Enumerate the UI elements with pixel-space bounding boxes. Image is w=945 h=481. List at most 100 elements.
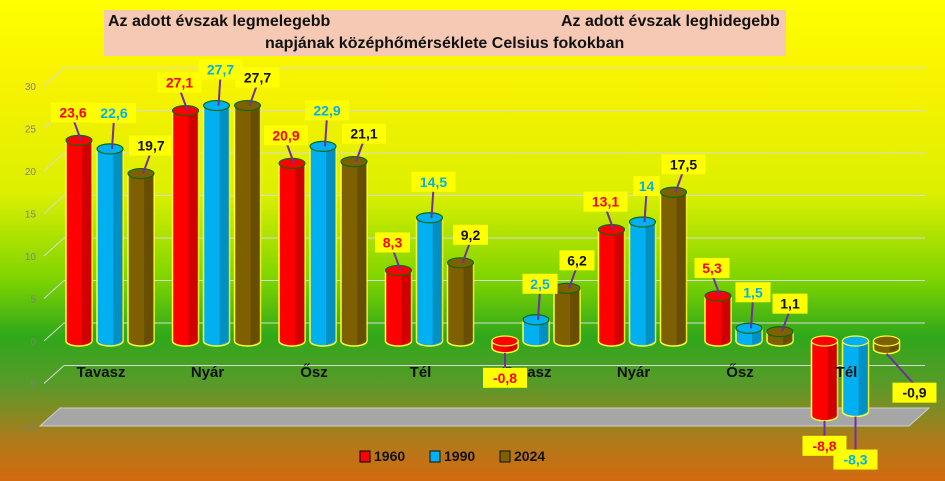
bar-1990-0-cap: [96, 143, 124, 155]
data-label-bg-1990-0: [92, 102, 136, 123]
data-label-bg-2024-2: [342, 123, 386, 144]
data-label-2024-5: 17,5: [670, 156, 697, 172]
bar-2024-1: [233, 104, 262, 347]
data-label-bg-1960-5: [583, 191, 628, 212]
bar-2024-2-cap: [340, 156, 368, 168]
bar-1990-5: [628, 221, 657, 347]
bar-1990-0: [96, 148, 124, 347]
bar-2024-0-cap: [127, 167, 155, 180]
data-label-1960-6: 5,3: [702, 260, 722, 276]
data-label-leader-1990-1: [217, 75, 222, 106]
bar-1960-5: [597, 228, 626, 347]
bar-2024-5-cap: [659, 186, 688, 198]
data-label-bg-1990-7: [833, 449, 878, 470]
data-label-bg-1990-6: [735, 282, 771, 303]
bar-1990-3-shade: [432, 217, 443, 345]
data-label-1990-4: 2,5: [530, 276, 550, 292]
data-label-bg-1960-2: [264, 125, 308, 146]
gridline-depth-6: [43, 322, 65, 342]
bar-2024-3: [446, 262, 475, 347]
bar-1960-4-cap: [491, 335, 519, 347]
data-label-1960-2: 20,9: [272, 127, 299, 143]
data-label-bg-1960-0: [51, 102, 95, 123]
y-tick-label: -10: [22, 422, 37, 433]
bar-1960-1-shade: [188, 110, 199, 346]
data-label-1990-5: 14: [639, 178, 655, 194]
data-label-1990-6: 1,5: [743, 284, 763, 300]
legend-swatch-1960: [359, 450, 371, 463]
legend-label-2024: 2024: [514, 448, 545, 464]
category-label: Nyár: [617, 364, 651, 381]
y-tick-label: 15: [25, 210, 37, 221]
bar-1990-0-shade: [113, 148, 123, 345]
bar-2024-4: [553, 287, 581, 347]
data-label-bg-1990-5: [633, 176, 660, 196]
category-label: Ősz: [726, 363, 754, 381]
bar-1990-3: [415, 217, 444, 347]
bar-1990-4-cap: [522, 314, 550, 326]
gridline-depth-5: [43, 280, 65, 299]
bar-1990-2-shade: [326, 146, 336, 345]
data-label-2024-4: 6,2: [567, 252, 587, 268]
data-label-1990-7: -8,3: [843, 452, 867, 468]
bar-1960-6: [704, 295, 732, 347]
data-label-leader-1990-2: [324, 116, 328, 147]
bar-1990-1-cap: [202, 99, 231, 112]
gridline-depth-7: [43, 365, 65, 384]
gridline-depth-0: [43, 67, 65, 87]
bar-1990-5-cap: [628, 216, 657, 228]
bar-2024-2-shade: [357, 161, 367, 345]
bar-1960-0-shade: [82, 140, 92, 345]
bar-1990-2: [309, 145, 337, 347]
bar-2024-0: [127, 172, 155, 347]
legend-swatch-1990: [429, 450, 441, 463]
bar-1960-5-shade: [614, 229, 625, 345]
data-label-1960-7: -8,8: [812, 438, 836, 454]
y-tick-label: -5: [27, 380, 36, 391]
data-label-bg-2024-5: [661, 154, 706, 175]
bar-1990-3-cap: [415, 212, 444, 224]
gridline-depth-4: [43, 237, 65, 257]
category-label: Tavasz: [77, 364, 126, 381]
category-label: Nyár: [191, 364, 225, 381]
y-tick-label: 10: [25, 252, 37, 263]
data-label-1960-5: 13,1: [592, 194, 619, 210]
bar-1990-2-cap: [309, 140, 337, 152]
bar-1960-7: [810, 340, 839, 422]
legend-swatch-2024: [499, 450, 511, 463]
title-bottom: napjának középhőmérséklete Celsius fokok…: [265, 35, 625, 52]
bar-2024-5-shade: [676, 192, 687, 345]
data-label-bg-1960-6: [694, 257, 730, 278]
data-label-bg-1990-3: [411, 171, 456, 192]
data-label-bg-2024-0: [129, 135, 173, 156]
data-label-bg-1960-4: [483, 367, 527, 388]
bar-1990-7: [841, 340, 870, 418]
data-label-leader-1990-5: [643, 191, 648, 223]
bar-2024-4-shade: [570, 288, 580, 345]
data-label-bg-2024-1: [235, 67, 280, 88]
data-label-bg-1990-1: [198, 59, 243, 80]
data-label-bg-1990-2: [305, 100, 349, 121]
bar-2024-3-cap: [446, 257, 475, 269]
bar-1990-1-shade: [219, 105, 230, 345]
data-label-bg-2024-7: [892, 382, 937, 403]
bar-1960-7-shade: [827, 341, 838, 420]
data-label-2024-2: 21,1: [350, 126, 377, 142]
title-left: Az adott évszak legmelegebb: [108, 13, 331, 30]
data-label-2024-3: 9,2: [461, 227, 481, 243]
bar-1960-1: [171, 109, 200, 347]
bar-2024-3-shade: [463, 262, 474, 345]
data-label-1990-0: 22,6: [100, 105, 127, 121]
y-tick-label: 5: [30, 295, 36, 306]
data-label-1990-1: 27,7: [207, 62, 234, 78]
bar-2024-0-shade: [144, 173, 154, 345]
data-label-leader-1990-6: [750, 298, 754, 329]
data-label-2024-0: 19,7: [137, 138, 164, 154]
bar-2024-6-cap: [766, 326, 794, 338]
data-label-1990-3: 14,5: [420, 174, 447, 190]
y-tick-label: 20: [25, 167, 37, 178]
chart-title-box: Az adott évszak legmelegebb Az adott évs…: [104, 10, 786, 56]
y-tick-label: 25: [25, 125, 37, 136]
bar-1990-1: [202, 104, 231, 347]
